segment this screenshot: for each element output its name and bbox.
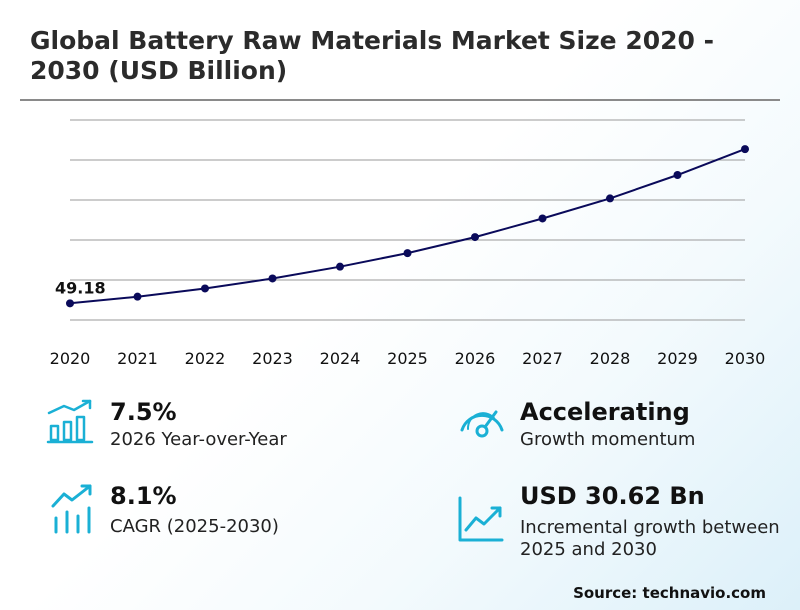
line-chart: 2020 2021 2022 2023 2024 2025 2026 2027 2028 2029… xyxy=(50,119,766,368)
stat-cagr-value: 8.1% xyxy=(110,482,177,510)
data-point xyxy=(268,274,277,283)
x-tick-label: 2028 xyxy=(590,349,631,368)
x-tick-label: 2020 xyxy=(50,349,91,368)
speedometer-icon xyxy=(460,410,504,438)
x-tick-label: 2023 xyxy=(252,349,293,368)
data-point xyxy=(66,299,74,308)
stat-momentum-desc: Growth momentum xyxy=(520,429,696,450)
x-tick-label: 2022 xyxy=(185,349,226,368)
stat-yoy-value: 7.5% xyxy=(110,398,177,426)
stat-yoy-desc: 2026 Year-over-Year xyxy=(110,429,287,450)
stat-incremental-desc: Incremental growth between 2025 and 2030 xyxy=(520,517,780,560)
data-point xyxy=(538,214,547,223)
stat-cagr-desc: CAGR (2025-2030) xyxy=(110,516,279,537)
data-point xyxy=(133,292,142,301)
chart-title: Global Battery Raw Materials Market Size… xyxy=(30,26,714,85)
data-point xyxy=(336,262,344,271)
title-divider xyxy=(20,99,780,101)
data-point xyxy=(471,233,479,242)
data-label: 49.18 xyxy=(55,278,106,297)
x-tick-label: 2024 xyxy=(320,349,361,368)
data-point xyxy=(606,194,614,203)
stat-momentum-value: Accelerating xyxy=(520,398,690,426)
line-chart-up-icon xyxy=(458,496,504,542)
x-tick-label: 2027 xyxy=(522,349,563,368)
stat-incremental-value: USD 30.62 Bn xyxy=(520,482,705,510)
data-point xyxy=(673,171,682,179)
x-tick-label: 2025 xyxy=(387,349,428,368)
data-point xyxy=(741,145,749,154)
x-tick-label: 2029 xyxy=(657,349,698,368)
trend-up-bars-icon xyxy=(51,484,92,534)
x-tick-label: 2021 xyxy=(117,349,158,368)
data-point xyxy=(403,249,412,258)
data-point xyxy=(201,284,209,293)
x-tick-label: 2030 xyxy=(725,349,766,368)
x-tick-label: 2026 xyxy=(455,349,496,368)
bar-chart-growth-icon xyxy=(46,399,94,444)
source-credit: Source: technavio.com xyxy=(573,584,766,602)
